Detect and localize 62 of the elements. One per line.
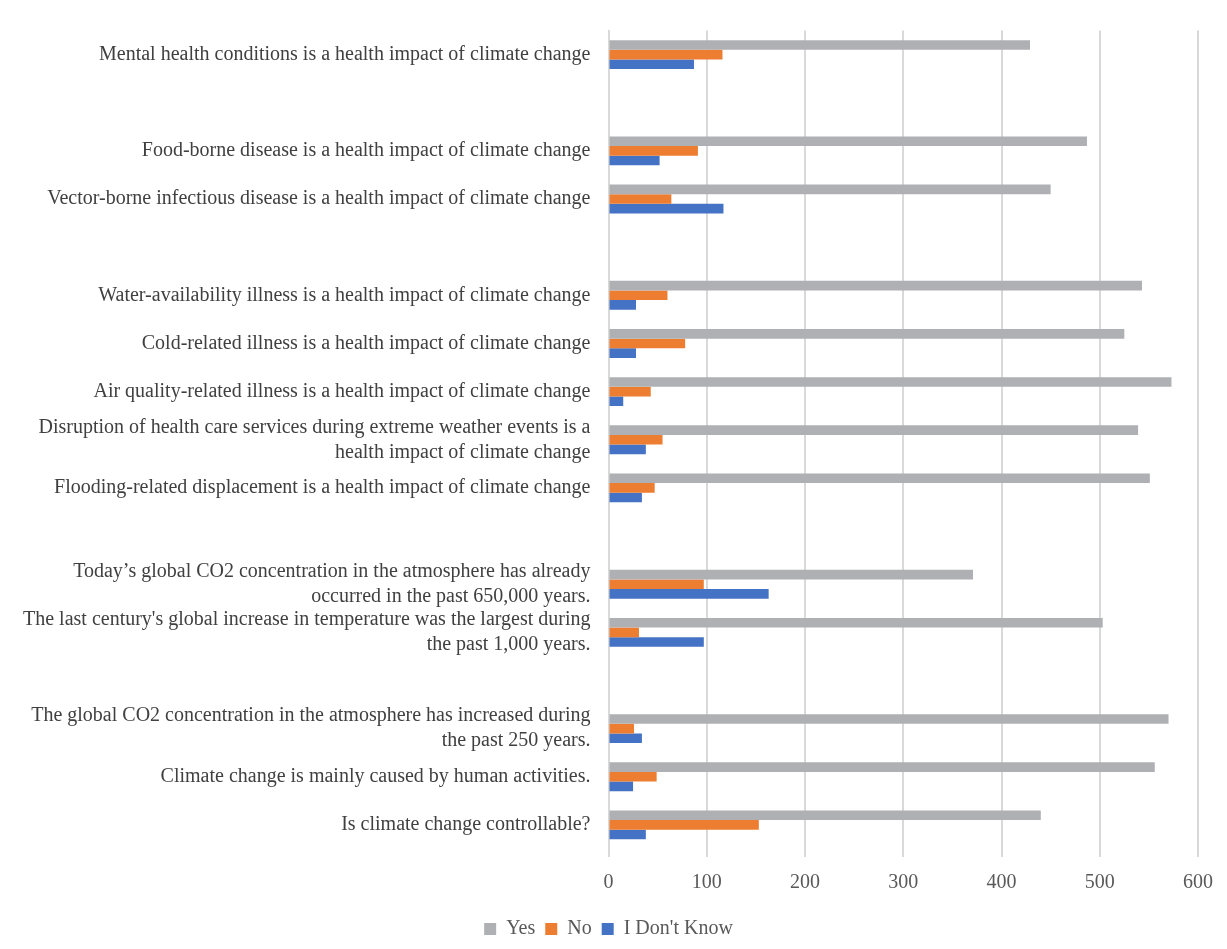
bar (609, 589, 769, 599)
y-tick-label: Air quality-related illness is a health impact of climate change (93, 378, 591, 402)
bar (609, 136, 1087, 147)
bar (609, 377, 1172, 387)
x-tick-label: 500 (1084, 870, 1115, 893)
bar (609, 329, 1125, 339)
y-tick-label: Cold-related illness is a health impact of climate change (141, 330, 591, 354)
bar (609, 569, 974, 580)
bar (609, 810, 1041, 821)
bar (609, 300, 637, 310)
y-tick-label: Is climate change controllable? (341, 812, 591, 836)
bar (609, 290, 668, 301)
bar (609, 348, 637, 358)
bar (609, 781, 634, 792)
bar (609, 820, 759, 830)
x-tick-label: 300 (888, 870, 919, 893)
bar (609, 483, 655, 493)
bar (609, 829, 646, 840)
bar (609, 714, 1169, 724)
x-tick-label: 100 (691, 870, 722, 893)
legend-label: Yes (506, 916, 536, 939)
bar (609, 473, 1150, 484)
bar (609, 194, 672, 204)
y-tick-label: Vector-borne infectious disease is a health impact of climate change (47, 186, 591, 210)
y-tick-label: Flooding-related displacement is a health impact of climate change (54, 475, 591, 499)
x-tick-label: 600 (1183, 870, 1213, 893)
bar (609, 59, 694, 70)
bar (609, 771, 657, 782)
bar (609, 146, 698, 156)
y-tick-label: Climate change is mainly caused by human activities. (160, 764, 591, 788)
bar (609, 40, 1030, 50)
bar (609, 386, 651, 397)
x-tick-label: 200 (790, 870, 820, 893)
legend-label: I Don't Know (623, 916, 734, 939)
legend-label: No (567, 916, 592, 939)
bar (609, 627, 639, 638)
y-tick-label: Disruption of health care services during extreme weather events is a health impact of climate change (38, 414, 591, 463)
bar (609, 733, 642, 744)
y-tick-label: Water-availability illness is a health impact of climate change (98, 282, 591, 306)
bar (609, 203, 724, 214)
bar (609, 723, 635, 734)
bar (609, 434, 663, 445)
bar (609, 762, 1155, 772)
y-tick-label: Today’s global CO2 concentration in the atmosphere has already occurred in the past 650,000 years. (73, 558, 591, 607)
bar (609, 492, 642, 503)
y-tick-label: The global CO2 concentration in the atmosphere has increased during the past 250 years. (31, 703, 591, 752)
bar (609, 396, 624, 407)
y-tick-label: Food-borne disease is a health impact of climate change (141, 138, 591, 162)
bar (609, 280, 1142, 291)
bar (609, 444, 646, 455)
bar (609, 579, 704, 590)
x-tick-label: 0 (603, 870, 614, 893)
bar (609, 184, 1051, 195)
bar (609, 617, 1103, 628)
bar (609, 637, 704, 647)
y-tick-label: The last century's global increase in temperature was the largest during the past 1,000 years. (23, 607, 591, 656)
bar (609, 338, 686, 349)
bar (609, 425, 1139, 435)
y-tick-label: Mental health conditions is a health impact of climate change (98, 41, 591, 65)
bar (609, 155, 660, 166)
bar (609, 49, 723, 60)
x-tick-label: 400 (986, 870, 1017, 893)
